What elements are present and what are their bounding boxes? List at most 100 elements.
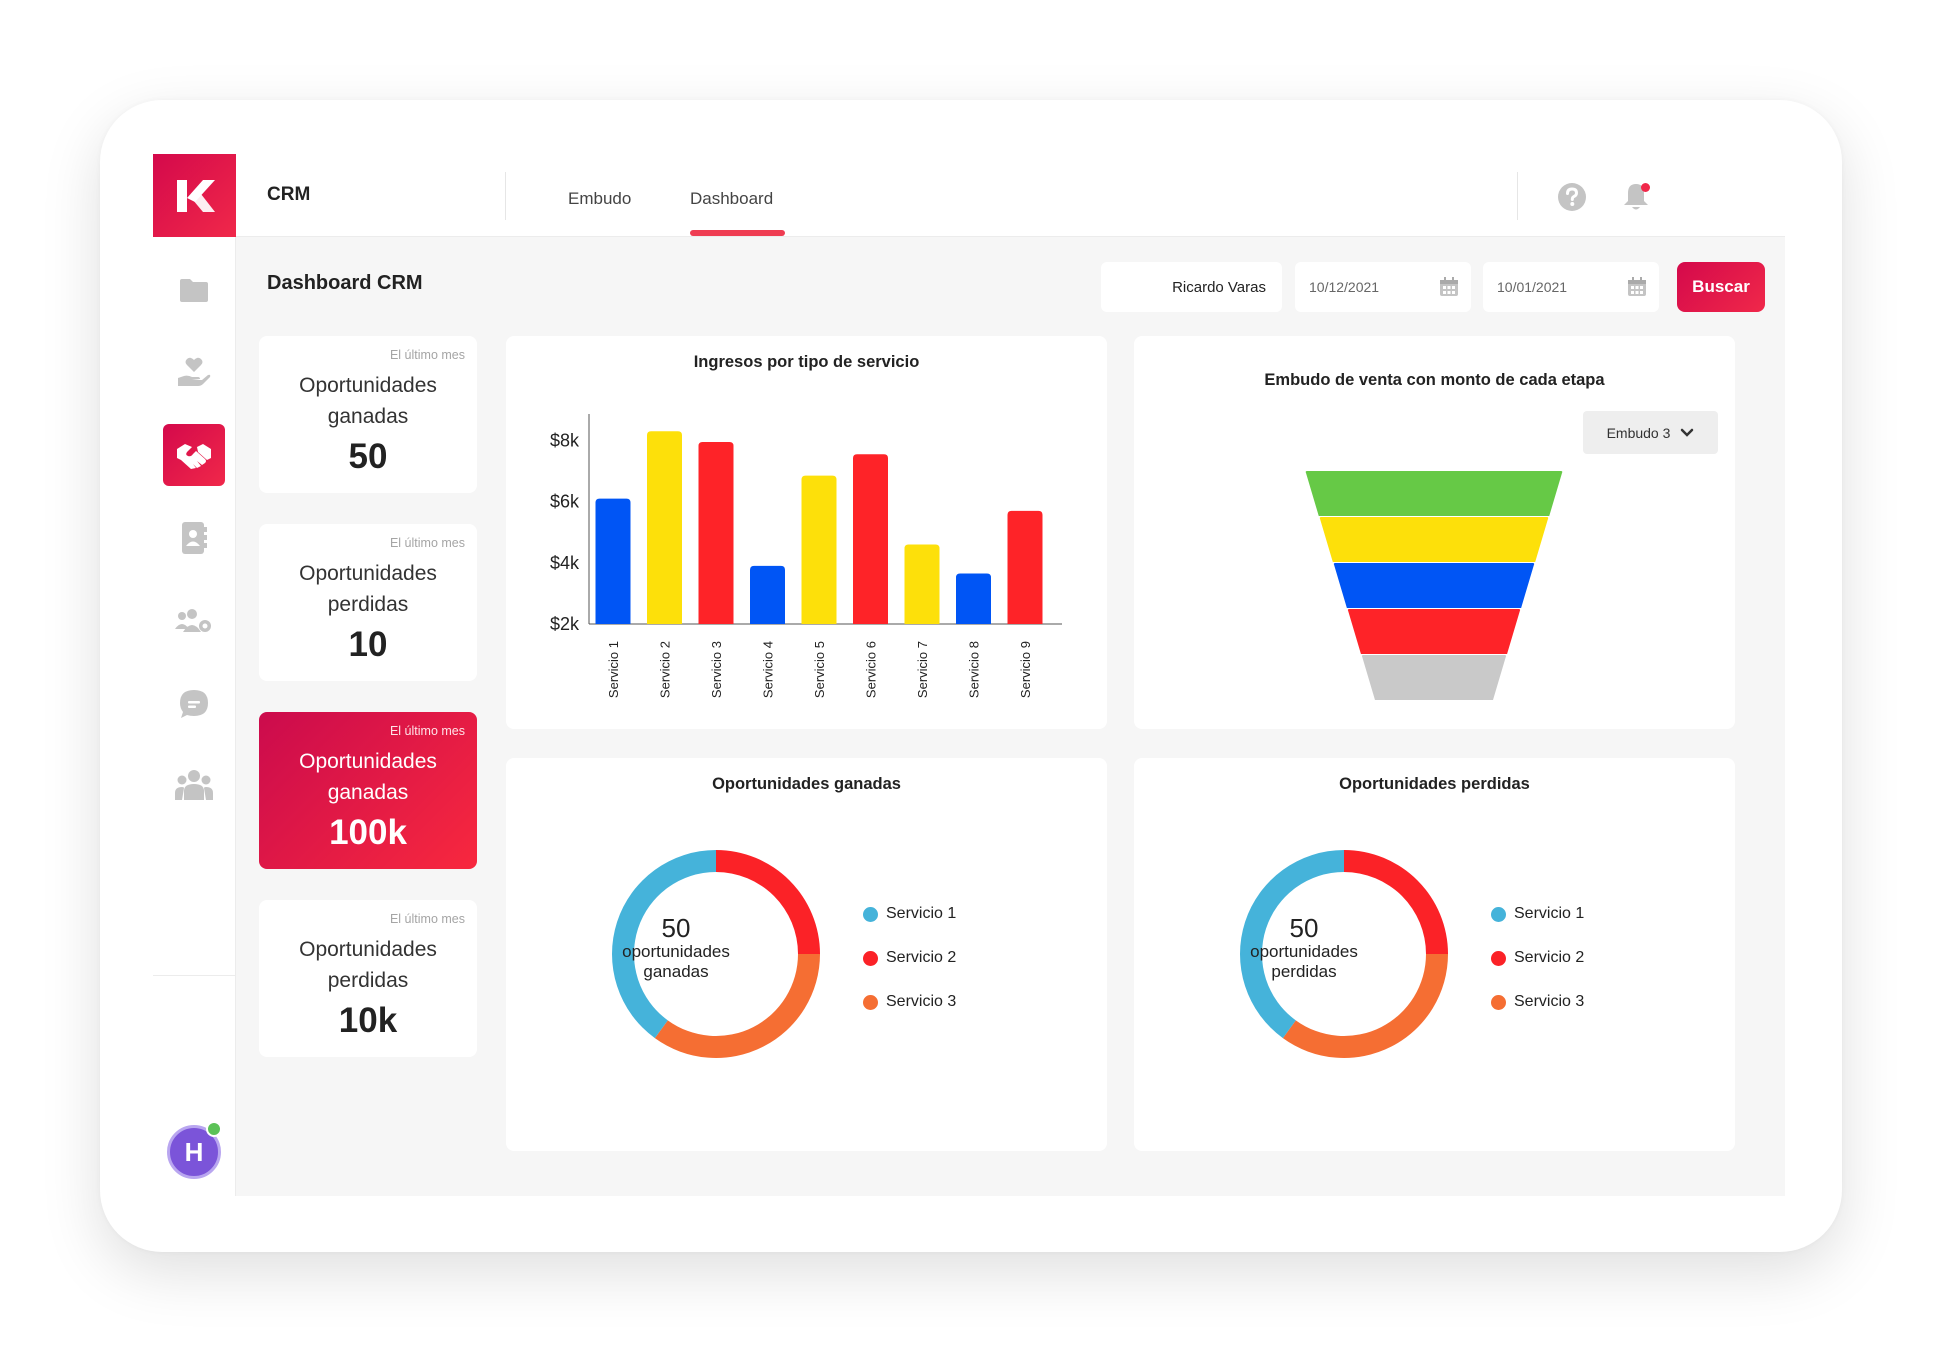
kpi-label: Oportunidades perdidas: [299, 938, 437, 992]
kpi-period: El último mes: [389, 724, 465, 738]
legend-item: Servicio 2: [1491, 936, 1584, 980]
legend-label: Servicio 1: [1514, 905, 1585, 922]
bar: [1007, 510, 1043, 624]
kpi-period: El último mes: [389, 912, 465, 926]
funnel-stage: [1347, 609, 1521, 654]
donut-slice: [654, 954, 820, 1058]
tab-embudo[interactable]: Embudo: [568, 189, 632, 208]
funnel-select-value: Embudo 3: [1606, 424, 1671, 441]
panel-title: Ingresos por tipo de servicio: [693, 353, 920, 371]
funnel-stage: [1305, 471, 1563, 516]
x-tick-label: Servicio 9: [1018, 641, 1033, 698]
x-tick-label: Servicio 7: [915, 641, 930, 698]
app-logo[interactable]: [153, 154, 236, 237]
search-button[interactable]: Buscar: [1677, 262, 1765, 312]
calendar-icon[interactable]: [1627, 277, 1647, 297]
app-title: CRM: [267, 184, 311, 205]
kpi-period: El último mes: [389, 536, 465, 550]
legend-swatch: [863, 906, 878, 922]
panel-title: Oportunidades ganadas: [712, 775, 901, 793]
contacts-icon: [182, 522, 207, 554]
top-bar: CRM Embudo Dashboard: [153, 154, 1785, 237]
y-tick-label: $8k: [550, 430, 580, 450]
divider: [505, 172, 506, 220]
legend-item: Servicio 3: [1491, 980, 1584, 1024]
online-status-dot: [206, 1121, 222, 1137]
divider: [1517, 172, 1518, 220]
notification-badge: [1641, 183, 1650, 192]
handshake-icon: [177, 444, 211, 469]
bar: [595, 498, 631, 624]
sidebar-item-care[interactable]: [163, 341, 225, 403]
group-icon: [175, 770, 213, 800]
notification-bell-icon[interactable]: [1619, 180, 1653, 214]
lost-donut-chart: [1240, 850, 1448, 1058]
legend-item: Servicio 2: [863, 936, 956, 980]
user-filter[interactable]: Ricardo Varas: [1101, 262, 1282, 312]
panel-title: Embudo de venta con monto de cada etapa: [1264, 371, 1605, 389]
kpi-label: Oportunidades ganadas: [299, 374, 437, 428]
legend-swatch: [1491, 950, 1506, 966]
donut-center-label: 50 oportunidades ganadas: [611, 914, 741, 982]
donut-center-number: 50: [1289, 913, 1319, 943]
funnel-select[interactable]: Embudo 3: [1583, 411, 1718, 454]
sidebar-divider: [153, 975, 236, 976]
legend-label: Servicio 2: [1514, 949, 1585, 966]
help-icon[interactable]: [1555, 180, 1589, 214]
donut-center-text: perdidas: [1271, 962, 1337, 981]
sidebar-item-team-settings[interactable]: [163, 590, 225, 652]
donut-slice: [1344, 850, 1448, 954]
donut-slice: [1240, 850, 1344, 1039]
kpi-value: 10: [348, 625, 388, 664]
date-to-field[interactable]: 10/01/2021: [1483, 262, 1659, 312]
date-from-field[interactable]: 10/12/2021: [1295, 262, 1471, 312]
calendar-icon[interactable]: [1439, 277, 1459, 297]
sidebar-item-folder[interactable]: [163, 259, 225, 321]
heart-hand-icon: [178, 357, 211, 386]
chat-icon: [180, 690, 208, 718]
funnel-stage: [1361, 655, 1507, 700]
x-tick-label: Servicio 4: [761, 641, 776, 698]
donut-center-text: oportunidades: [1250, 942, 1358, 961]
revenue-chart-panel: Ingresos por tipo de servicio $2k $4k $6k $…: [506, 336, 1107, 729]
legend-swatch: [863, 950, 878, 966]
donut-center-text: oportunidades: [622, 942, 730, 961]
legend-label: Servicio 3: [886, 993, 957, 1010]
sidebar-item-deals[interactable]: [163, 424, 225, 486]
tab-dashboard[interactable]: Dashboard: [690, 189, 774, 208]
kpi-card-lost-amount: El último mes Oportunidades perdidas 10k: [259, 900, 477, 1057]
date-from-value: 10/12/2021: [1309, 279, 1380, 295]
legend-item: Servicio 1: [863, 892, 956, 936]
page-title: Dashboard CRM: [267, 272, 423, 294]
lost-legend: Servicio 1 Servicio 2 Servicio 3: [1491, 892, 1584, 1024]
x-tick-label: Servicio 6: [864, 641, 879, 698]
legend-swatch: [1491, 906, 1506, 922]
bar: [904, 544, 940, 624]
kpi-value: 10k: [338, 1001, 398, 1040]
bar: [647, 431, 682, 624]
donut-slice: [1282, 954, 1448, 1058]
folder-icon: [180, 279, 208, 302]
sidebar-item-groups[interactable]: [163, 754, 225, 816]
bar: [801, 475, 837, 624]
legend-item: Servicio 1: [1491, 892, 1584, 936]
x-tick-label: Servicio 8: [967, 641, 982, 698]
bar: [750, 565, 785, 624]
legend-swatch: [1491, 994, 1506, 1010]
won-donut-chart: [612, 850, 820, 1058]
won-opportunities-panel: Oportunidades ganadas 50 oportunidades g…: [506, 758, 1107, 1151]
x-tick-label: Servicio 5: [812, 641, 827, 698]
y-tick-label: $6k: [550, 492, 580, 512]
legend-label: Servicio 2: [886, 949, 957, 966]
chevron-down-icon: [1681, 428, 1694, 437]
team-settings-icon: [175, 609, 211, 632]
sidebar-item-contacts[interactable]: [163, 507, 225, 569]
legend-item: Servicio 3: [863, 980, 956, 1024]
y-tick-label: $2k: [550, 614, 580, 634]
kpi-card-lost-count: El último mes Oportunidades perdidas 10: [259, 524, 477, 681]
sidebar-item-chat[interactable]: [163, 673, 225, 735]
bar: [698, 442, 734, 624]
kpi-value: 50: [348, 437, 388, 476]
revenue-bar-chart: $2k $4k $6k $8k Servicio 1 Servicio 2 Servicio…: [550, 414, 1062, 698]
lost-opportunities-panel: Oportunidades perdidas 50 oportunidades …: [1134, 758, 1735, 1151]
